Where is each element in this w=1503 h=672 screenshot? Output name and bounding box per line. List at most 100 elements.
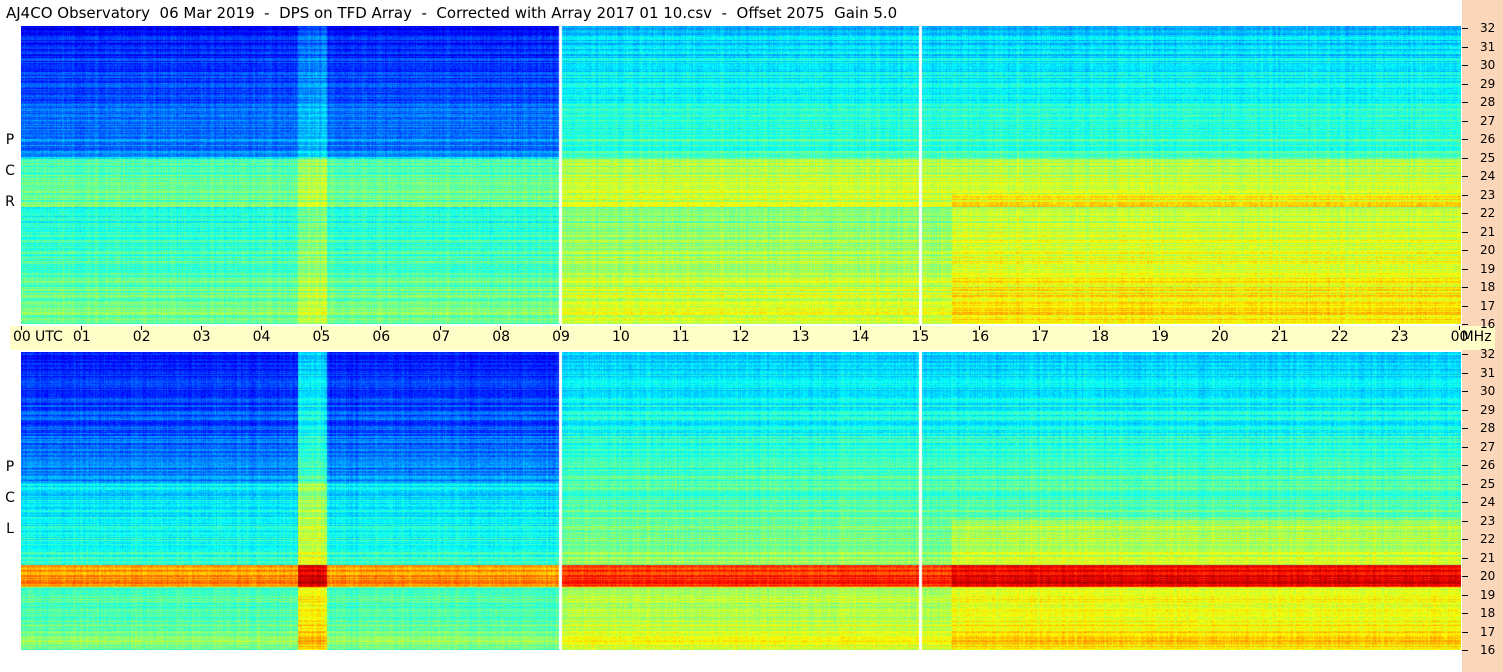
frequency-axis-tick — [1462, 46, 1468, 48]
frequency-axis-label: 32 — [1480, 347, 1496, 361]
time-axis-tick — [799, 326, 801, 330]
frequency-axis-tick — [1462, 65, 1468, 66]
lcp-spectrogram-image — [21, 352, 1461, 650]
rcp-spectrogram — [21, 26, 1461, 324]
frequency-axis-label: 28 — [1480, 421, 1496, 435]
frequency-axis-tick — [1462, 372, 1468, 374]
frequency-axis-label: 21 — [1480, 550, 1496, 565]
frequency-axis-tick — [1462, 483, 1468, 485]
frequency-axis-label: 18 — [1480, 280, 1496, 294]
frequency-axis-tick — [1462, 576, 1468, 577]
time-axis-label: 07 — [432, 329, 451, 345]
rcp-letter-2: C — [5, 163, 15, 179]
time-axis-label: 23 — [1390, 329, 1409, 345]
time-axis-tick — [440, 326, 442, 330]
frequency-axis-tick — [1462, 409, 1468, 411]
frequency-axis-label: 27 — [1480, 439, 1496, 454]
time-axis-tick — [500, 326, 502, 330]
time-axis-label: 21 — [1270, 329, 1289, 345]
lcp-letter-1: P — [5, 459, 15, 475]
time-axis-tick — [739, 326, 741, 330]
time-axis-bar: 00 UTC 01 02 03 04 05 06 07 08 09 10 11 12 13 14 15 16 17 1… — [10, 326, 1495, 350]
time-axis-tick — [1219, 326, 1220, 330]
frequency-axis-tick — [1462, 650, 1468, 651]
time-axis-tick — [1278, 326, 1280, 330]
frequency-axis-label: 31 — [1480, 39, 1496, 54]
frequency-axis-label: 26 — [1480, 458, 1496, 472]
time-axis-label: 22 — [1330, 329, 1349, 345]
time-axis-label: 12 — [731, 329, 750, 345]
frequency-axis-tick — [1462, 83, 1468, 85]
time-axis-label: 06 — [372, 329, 391, 345]
frequency-axis-tick — [1462, 631, 1468, 633]
rcp-side-label: P C R — [0, 125, 20, 218]
time-axis-label: 14 — [851, 329, 870, 345]
time-axis-label: MHz — [1461, 329, 1492, 345]
lcp-side-label: P C L — [0, 452, 20, 545]
time-axis-label: 02 — [132, 329, 151, 345]
frequency-axis-label: 31 — [1480, 365, 1496, 380]
frequency-axis-tick — [1462, 428, 1468, 429]
frequency-axis-label: 29 — [1480, 76, 1496, 91]
frequency-axis-label: 23 — [1480, 187, 1496, 202]
frequency-axis-label: 20 — [1480, 569, 1496, 583]
time-axis-tick — [320, 326, 322, 330]
time-axis-tick — [1398, 326, 1400, 330]
frequency-axis-label: 19 — [1480, 587, 1496, 602]
time-axis-label: 13 — [791, 329, 810, 345]
time-axis-label: 01 — [72, 329, 91, 345]
frequency-axis-label: 30 — [1480, 58, 1496, 72]
time-axis-tick — [1159, 326, 1161, 330]
lcp-spectrogram — [21, 352, 1461, 650]
frequency-axis-tick — [1462, 446, 1468, 448]
frequency-axis-tick — [1462, 557, 1468, 559]
time-axis-label: 17 — [1031, 329, 1050, 345]
frequency-axis-tick — [1462, 231, 1468, 233]
time-axis-tick — [1039, 326, 1041, 330]
frequency-axis-tick — [1462, 391, 1468, 392]
time-axis-tick — [380, 326, 382, 330]
page-title: AJ4CO Observatory 06 Mar 2019 - DPS on T… — [6, 4, 898, 22]
time-axis-tick — [200, 326, 202, 330]
frequency-axis-label: 16 — [1480, 317, 1496, 331]
frequency-axis-tick — [1462, 250, 1468, 251]
frequency-axis-label: 32 — [1480, 21, 1496, 35]
frequency-axis-tick — [1462, 28, 1468, 29]
time-axis-tick — [1458, 326, 1460, 330]
frequency-axis-label: 25 — [1480, 476, 1496, 491]
rcp-letter-1: P — [5, 132, 15, 148]
frequency-axis-tick — [1462, 287, 1468, 288]
frequency-axis-label: 28 — [1480, 95, 1496, 109]
frequency-axis-label: 27 — [1480, 113, 1496, 128]
time-axis-tick — [859, 326, 861, 330]
time-axis-tick — [260, 326, 262, 330]
frequency-axis-label: 18 — [1480, 606, 1496, 620]
time-axis-label: 19 — [1151, 329, 1169, 345]
time-axis-tick — [80, 326, 82, 330]
frequency-axis-tick — [1462, 324, 1468, 325]
time-axis-label: 04 — [252, 329, 271, 345]
frequency-axis-label: 22 — [1480, 532, 1496, 546]
lcp-letter-2: C — [5, 490, 15, 506]
frequency-axis-label: 24 — [1480, 169, 1496, 183]
frequency-axis-label: 29 — [1480, 402, 1496, 417]
frequency-axis-tick — [1462, 102, 1468, 103]
frequency-axis-tick — [1462, 465, 1468, 466]
time-axis-tick — [1099, 326, 1101, 330]
frequency-axis-label: 17 — [1480, 624, 1496, 639]
frequency-axis-tick — [1462, 502, 1468, 503]
frequency-axis-tick — [1462, 139, 1468, 140]
frequency-axis-tick — [1462, 305, 1468, 307]
time-axis-label: 20 — [1211, 329, 1229, 345]
frequency-axis-label: 26 — [1480, 132, 1496, 146]
frequency-axis-tick — [1462, 354, 1468, 355]
frequency-axis-label: 16 — [1480, 643, 1496, 657]
time-axis-tick — [679, 326, 681, 330]
frequency-axis-label: 30 — [1480, 384, 1496, 398]
frequency-axis-label: 25 — [1480, 150, 1496, 165]
time-axis-label: 00 — [13, 329, 31, 345]
frequency-axis-tick — [1462, 194, 1468, 196]
time-axis-label: 11 — [671, 329, 690, 345]
time-axis-label: 16 — [971, 329, 990, 345]
time-axis-tick — [919, 326, 921, 330]
